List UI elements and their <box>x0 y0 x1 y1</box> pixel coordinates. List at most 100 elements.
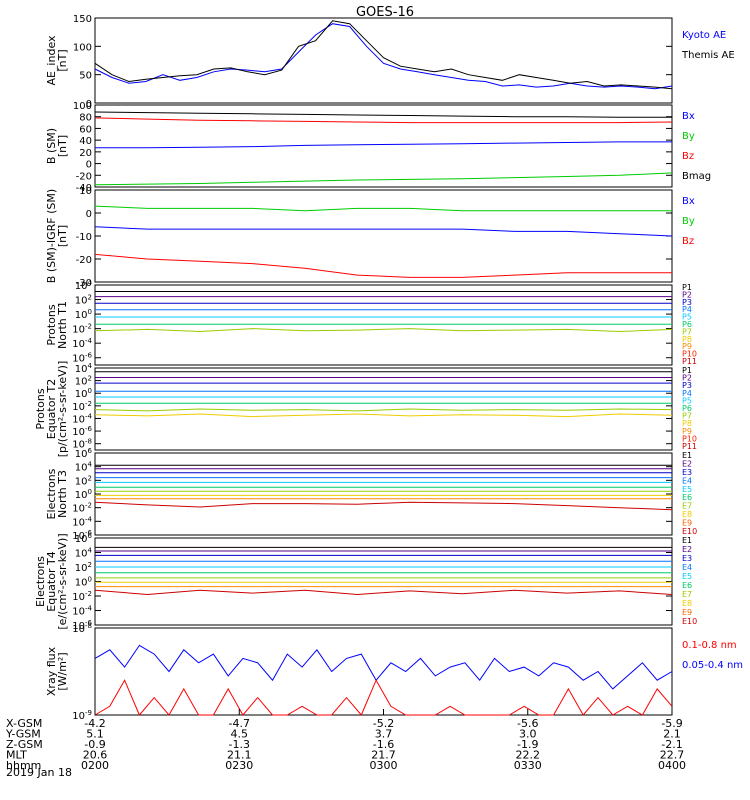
panel-p-t2: 10410210010-210-410-610-8ProtonsEquator … <box>34 361 697 458</box>
y-tick-label: 10-6 <box>72 425 92 438</box>
series-line-by <box>94 172 673 186</box>
y-tick-label: 102 <box>75 375 92 388</box>
legend-e5: E5 <box>682 572 692 581</box>
legend-bx: Bx <box>682 111 695 122</box>
y-tick-label: 10-2 <box>72 323 92 336</box>
x-row-label: hhmm <box>6 759 41 772</box>
series-line-bz <box>94 253 672 278</box>
series-line-p8 <box>94 413 673 418</box>
legend-by: By <box>682 216 695 227</box>
legend-p9: P9 <box>682 427 692 436</box>
y-tick-label: 10-2 <box>72 590 92 603</box>
y-axis-label: North T1 <box>56 301 69 349</box>
x-row-value: -5.9 <box>661 717 682 730</box>
legend-e6: E6 <box>682 493 692 502</box>
legend-p10: P10 <box>682 434 697 443</box>
y-tick-label: 106 <box>75 447 93 460</box>
x-row-value: 0330 <box>514 759 542 772</box>
y-axis-label: North T3 <box>56 470 69 518</box>
panel-frame <box>94 367 673 451</box>
y-tick-label: 10-4 <box>72 605 92 618</box>
y-tick-label: 104 <box>75 279 93 292</box>
legend-p4: P4 <box>682 389 692 398</box>
legend-e10: E10 <box>682 527 697 536</box>
legend-p4: P4 <box>682 305 692 314</box>
legend-e4: E4 <box>682 563 692 572</box>
legend-p8: P8 <box>682 335 692 344</box>
y-tick-label: 150 <box>73 14 92 25</box>
y-tick-label: 50 <box>79 71 92 82</box>
x-row-value: 0200 <box>81 759 109 772</box>
panel-bigrf: -30 -20 -10 0 10 B (SM)-IGRF (SM)[nT] Bx By Bz <box>45 186 695 289</box>
series-line-p7 <box>94 328 673 333</box>
y-tick-label: 80 <box>79 113 92 124</box>
x-row-value: -1.6 <box>373 738 394 751</box>
y-axis-label: [e/(cm²-s-sr-keV)] <box>56 533 69 629</box>
legend-e1: E1 <box>682 451 692 460</box>
legend-p5: P5 <box>682 313 692 322</box>
y-axis-label: B (SM) <box>45 128 58 164</box>
y-tick-label: 10-4 <box>72 412 92 425</box>
legend-bx: Bx <box>682 196 695 207</box>
x-row-label: MLT <box>6 749 27 762</box>
legend-e7: E7 <box>682 502 692 511</box>
x-row-value: 0230 <box>225 759 253 772</box>
legend-e9: E9 <box>682 519 692 528</box>
series-line-by <box>94 205 672 212</box>
y-tick-label: 106 <box>75 532 93 545</box>
legend-p1: P1 <box>682 283 692 292</box>
y-tick-label: -20 <box>76 171 92 182</box>
series-line-bx <box>94 226 673 237</box>
x-row-value: 22.2 <box>516 749 541 762</box>
legend-e1: E1 <box>682 536 692 545</box>
x-row-label: Z-GSM <box>6 738 43 751</box>
y-tick-label: 10-2 <box>72 400 92 413</box>
legend-e2: E2 <box>682 459 692 468</box>
series-line-kyoto-ae <box>94 23 673 90</box>
legend-bz: Bz <box>682 236 694 247</box>
legend-p2: P2 <box>682 374 692 383</box>
y-axis-label: AE_index <box>45 35 58 86</box>
y-axis-label: Xray flux <box>45 646 58 696</box>
x-axis-table: X-GSM -4.2 -4.7 -5.2 -5.6 -5.9 Y-GSM 5.1 4.5 3.7 3… <box>5 709 686 772</box>
legend-p7: P7 <box>682 327 692 336</box>
legend-p10: P10 <box>682 350 697 359</box>
x-row-value: -4.2 <box>84 717 105 730</box>
legend-kyoto-ae: Kyoto AE <box>682 30 726 41</box>
y-tick-label: 104 <box>75 547 93 560</box>
y-tick-label: 104 <box>75 461 93 474</box>
x-row-value: 21.7 <box>371 749 396 762</box>
y-axis-label: Equator T4 <box>45 551 58 611</box>
chart-title: GOES-16 <box>356 5 414 20</box>
y-tick-label: 100 <box>75 488 92 501</box>
x-row-value: 0300 <box>370 759 398 772</box>
x-row-value: 4.5 <box>231 728 249 741</box>
x-row-value: 20.6 <box>83 749 108 762</box>
legend-p6: P6 <box>682 404 692 413</box>
x-row-value: -2.1 <box>661 738 682 751</box>
series-line-bx <box>95 141 672 149</box>
x-row-value: 21.1 <box>227 749 252 762</box>
y-axis-label: [W/m²] <box>56 652 69 690</box>
x-row-value: -0.9 <box>84 738 105 751</box>
y-tick-label: 60 <box>79 124 92 135</box>
legend-themis-ae: Themis AE <box>681 50 735 61</box>
y-axis-label: Electrons <box>45 468 58 519</box>
legend-p7: P7 <box>682 412 692 421</box>
x-row-value: -1.9 <box>517 738 538 751</box>
series-line-bz <box>94 117 673 124</box>
legend-p6: P6 <box>682 320 692 329</box>
y-tick-label: 102 <box>75 561 92 574</box>
x-row-value: 3.7 <box>375 728 393 741</box>
y-tick-label: 20 <box>79 148 92 159</box>
legend-p11: P11 <box>682 442 697 451</box>
y-tick-label: 0 <box>86 160 92 171</box>
y-tick-label: 102 <box>75 294 92 307</box>
legend-bz: Bz <box>682 151 694 162</box>
y-axis-label: Equator T2 <box>45 379 58 439</box>
y-axis-label: [nT] <box>56 49 69 71</box>
